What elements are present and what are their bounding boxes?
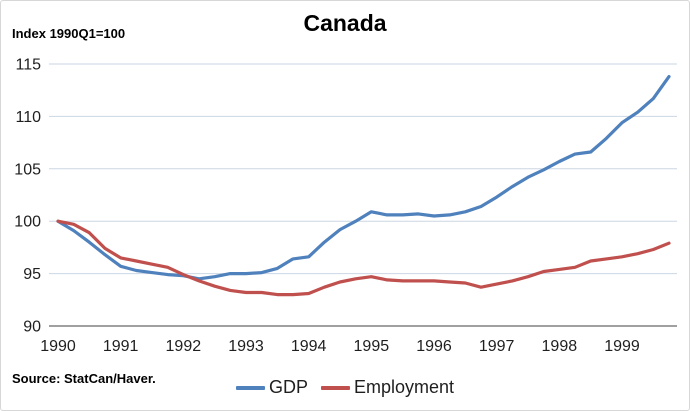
y-axis-tick-label: 115 xyxy=(15,57,41,74)
gdp-line xyxy=(56,74,671,281)
legend-label-gdp: GDP xyxy=(268,377,308,397)
x-axis-tick-label: 1994 xyxy=(291,338,327,355)
legend-item-gdp: GDP xyxy=(235,377,308,398)
x-axis-tick-label: 1992 xyxy=(166,338,202,355)
legend-item-employment: Employment xyxy=(320,377,455,398)
x-axis-tick-label: 1999 xyxy=(604,338,640,355)
legend: GDP Employment xyxy=(1,377,689,398)
y-axis-tick-label: 95 xyxy=(23,266,41,283)
x-axis-tick-label: 1996 xyxy=(416,338,452,355)
employment-line xyxy=(56,219,671,297)
x-axis-tick-label: 1995 xyxy=(354,338,390,355)
gdp-line-swatch-icon xyxy=(235,385,265,390)
x-axis-tick-label: 1998 xyxy=(542,338,578,355)
x-axis-tick-label: 1993 xyxy=(228,338,264,355)
x-axis-tick-label: 1991 xyxy=(103,338,139,355)
legend-label-employment: Employment xyxy=(353,377,455,397)
y-axis-tick-label: 90 xyxy=(23,319,41,336)
x-axis-tick-label: 1990 xyxy=(40,338,76,355)
employment-line-swatch-icon xyxy=(320,385,350,390)
y-axis-tick-label: 110 xyxy=(15,109,41,126)
source-note: Source: StatCan/Haver. xyxy=(12,371,156,386)
y-axis-unit-note: Index 1990Q1=100 xyxy=(12,26,126,41)
x-axis-tick-label: 1997 xyxy=(479,338,515,355)
y-axis-tick-label: 100 xyxy=(14,214,41,231)
y-axis-tick-label: 105 xyxy=(14,161,41,178)
chart-title: Canada xyxy=(303,10,387,36)
